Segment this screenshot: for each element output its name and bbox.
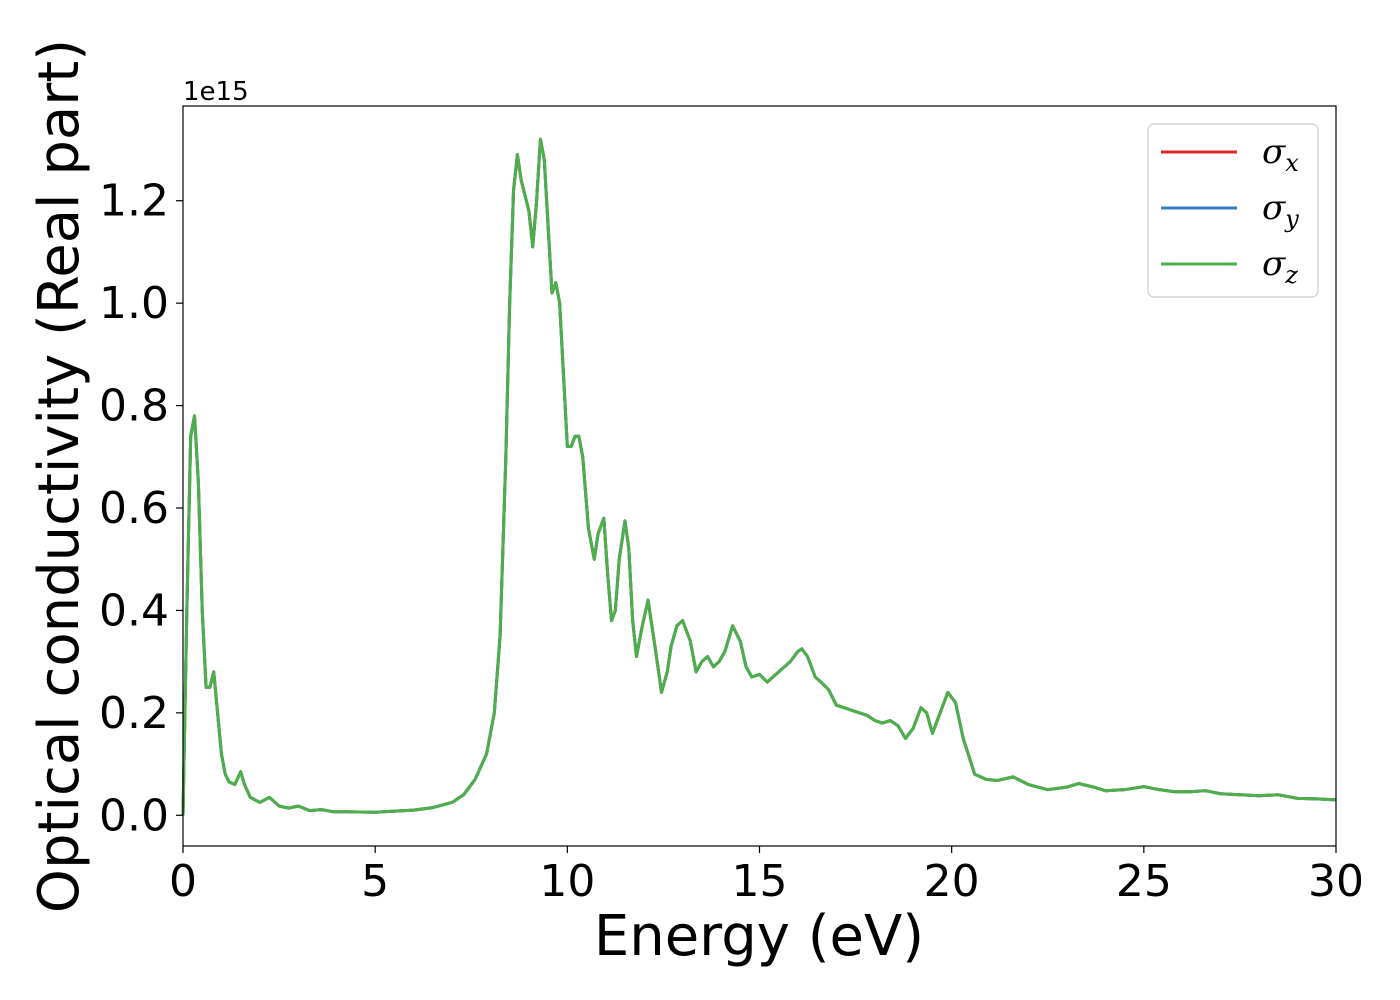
y-axis-title: Optical conductivity (Real part) xyxy=(27,39,92,913)
plot-background xyxy=(183,106,1336,846)
series-line-z xyxy=(181,137,1337,816)
x-tick-label: 10 xyxy=(539,856,595,907)
y-axis: 0.0 0.2 0.4 0.6 0.8 1.0 1.2 xyxy=(99,176,183,841)
y-tick-label: 0.8 xyxy=(99,381,169,432)
series-layer xyxy=(181,137,1337,816)
x-axis: 0 5 10 15 20 25 30 xyxy=(169,846,1364,907)
x-tick-label: 15 xyxy=(732,856,788,907)
x-tick-label: 30 xyxy=(1308,856,1364,907)
y-tick-label: 0.2 xyxy=(99,688,169,739)
legend-label-z: σz xyxy=(1262,244,1298,289)
y-tick-label: 1.2 xyxy=(99,176,169,227)
legend: σx σy σz xyxy=(1147,123,1319,298)
y-tick-label: 1.0 xyxy=(99,278,169,329)
x-tick-label: 0 xyxy=(169,856,197,907)
legend-box xyxy=(1147,123,1319,298)
legend-label-y: σy xyxy=(1262,188,1299,233)
x-axis-title: Energy (eV) xyxy=(594,904,924,969)
y-tick-label: 0.4 xyxy=(99,585,169,636)
y-tick-label: 0.6 xyxy=(99,483,169,534)
x-tick-label: 5 xyxy=(361,856,389,907)
y-offset-label: 1e15 xyxy=(183,77,249,107)
y-tick-label: 0.0 xyxy=(99,790,169,841)
x-tick-label: 25 xyxy=(1116,856,1172,907)
legend-label-x: σx xyxy=(1262,132,1299,177)
x-tick-label: 20 xyxy=(924,856,980,907)
